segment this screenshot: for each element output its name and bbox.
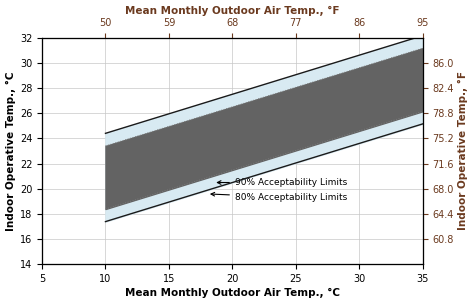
X-axis label: Mean Monthly Outdoor Air Temp., °F: Mean Monthly Outdoor Air Temp., °F xyxy=(125,5,340,16)
Y-axis label: Indoor Operative Temp., °F: Indoor Operative Temp., °F xyxy=(458,71,468,230)
X-axis label: Mean Monthly Outdoor Air Temp., °C: Mean Monthly Outdoor Air Temp., °C xyxy=(125,288,340,299)
Text: 80% Acceptability Limits: 80% Acceptability Limits xyxy=(211,192,347,202)
Text: 90% Acceptability Limits: 90% Acceptability Limits xyxy=(218,178,347,187)
Y-axis label: Indoor Operative Temp., °C: Indoor Operative Temp., °C xyxy=(6,71,16,231)
